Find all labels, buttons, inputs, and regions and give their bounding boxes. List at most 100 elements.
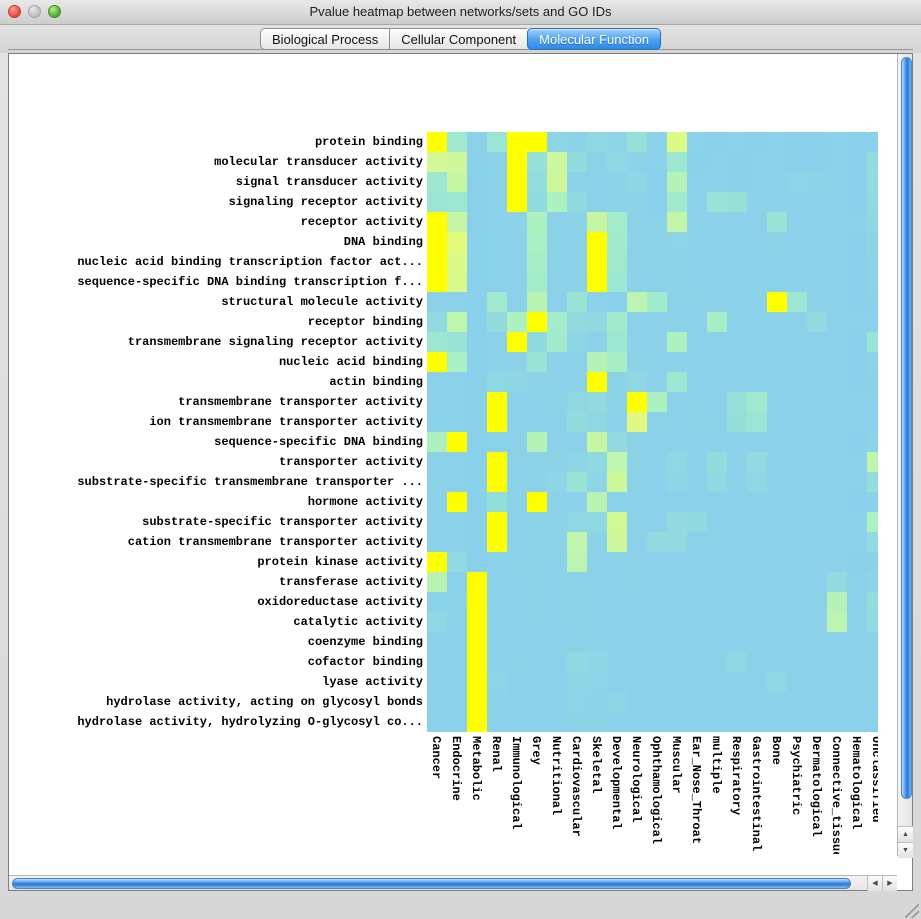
heatmap-cell[interactable] [467,572,487,592]
close-button[interactable] [8,5,21,18]
heatmap-cell[interactable] [467,472,487,492]
heatmap-cell[interactable] [687,172,707,192]
heatmap-cell[interactable] [867,432,878,452]
heatmap-cell[interactable] [707,672,727,692]
heatmap-cell[interactable] [667,532,687,552]
heatmap-cell[interactable] [727,612,747,632]
heatmap-cell[interactable] [467,132,487,152]
heatmap-cell[interactable] [767,532,787,552]
heatmap-cell[interactable] [867,712,878,732]
horizontal-scrollbar-thumb[interactable] [12,878,851,889]
heatmap-cell[interactable] [507,172,527,192]
heatmap-cell[interactable] [587,412,607,432]
heatmap-cell[interactable] [487,452,507,472]
heatmap-cell[interactable] [807,472,827,492]
heatmap-cell[interactable] [547,352,567,372]
heatmap-cell[interactable] [847,272,867,292]
heatmap-cell[interactable] [587,292,607,312]
heatmap-cell[interactable] [707,592,727,612]
heatmap-cell[interactable] [707,372,727,392]
heatmap-cell[interactable] [427,472,447,492]
heatmap-cell[interactable] [427,292,447,312]
heatmap-cell[interactable] [787,412,807,432]
heatmap-cell[interactable] [807,172,827,192]
heatmap-cell[interactable] [687,452,707,472]
heatmap-cell[interactable] [747,612,767,632]
heatmap-cell[interactable] [647,592,667,612]
heatmap-cell[interactable] [487,712,507,732]
heatmap-cell[interactable] [447,552,467,572]
heatmap-cell[interactable] [707,272,727,292]
heatmap-cell[interactable] [707,292,727,312]
heatmap-cell[interactable] [747,352,767,372]
heatmap-cell[interactable] [867,212,878,232]
heatmap-cell[interactable] [667,252,687,272]
heatmap-cell[interactable] [707,572,727,592]
heatmap-cell[interactable] [567,532,587,552]
heatmap-cell[interactable] [427,132,447,152]
heatmap-cell[interactable] [807,332,827,352]
heatmap-cell[interactable] [527,592,547,612]
heatmap-cell[interactable] [847,352,867,372]
heatmap-cell[interactable] [767,572,787,592]
heatmap-cell[interactable] [447,192,467,212]
heatmap-cell[interactable] [707,492,727,512]
heatmap-cell[interactable] [627,572,647,592]
heatmap-cell[interactable] [707,332,727,352]
heatmap-cell[interactable] [847,292,867,312]
heatmap-cell[interactable] [507,192,527,212]
heatmap-cell[interactable] [587,312,607,332]
heatmap-cell[interactable] [567,252,587,272]
heatmap-cell[interactable] [707,452,727,472]
heatmap-cell[interactable] [667,432,687,452]
heatmap-cell[interactable] [607,612,627,632]
heatmap-cell[interactable] [487,152,507,172]
heatmap-cell[interactable] [807,712,827,732]
heatmap-cell[interactable] [427,252,447,272]
heatmap-cell[interactable] [747,392,767,412]
heatmap-cell[interactable] [507,412,527,432]
heatmap-cell[interactable] [647,312,667,332]
heatmap-cell[interactable] [487,292,507,312]
heatmap-cell[interactable] [507,212,527,232]
heatmap-cell[interactable] [867,332,878,352]
heatmap-cell[interactable] [567,612,587,632]
heatmap-cell[interactable] [707,212,727,232]
heatmap-cell[interactable] [627,712,647,732]
heatmap-cell[interactable] [647,432,667,452]
heatmap-cell[interactable] [647,232,667,252]
heatmap-cell[interactable] [547,312,567,332]
heatmap-cell[interactable] [727,252,747,272]
heatmap-cell[interactable] [447,712,467,732]
heatmap-cell[interactable] [847,312,867,332]
heatmap-cell[interactable] [867,592,878,612]
heatmap-cell[interactable] [587,172,607,192]
heatmap-cell[interactable] [467,332,487,352]
heatmap-cell[interactable] [547,652,567,672]
heatmap-cell[interactable] [587,232,607,252]
heatmap-cell[interactable] [567,312,587,332]
heatmap-cell[interactable] [747,432,767,452]
heatmap-cell[interactable] [827,472,847,492]
heatmap-cell[interactable] [607,412,627,432]
heatmap-cell[interactable] [787,532,807,552]
heatmap-cell[interactable] [467,212,487,232]
heatmap-grid[interactable] [427,132,878,732]
heatmap-cell[interactable] [687,332,707,352]
heatmap-cell[interactable] [727,472,747,492]
heatmap-cell[interactable] [767,272,787,292]
heatmap-cell[interactable] [527,572,547,592]
heatmap-cell[interactable] [867,672,878,692]
heatmap-cell[interactable] [507,252,527,272]
heatmap-cell[interactable] [467,632,487,652]
heatmap-cell[interactable] [607,652,627,672]
heatmap-cell[interactable] [467,412,487,432]
heatmap-cell[interactable] [667,492,687,512]
heatmap-cell[interactable] [687,672,707,692]
heatmap-cell[interactable] [707,512,727,532]
tab-cellular-component[interactable]: Cellular Component [389,28,528,50]
heatmap-cell[interactable] [767,352,787,372]
heatmap-cell[interactable] [767,712,787,732]
heatmap-cell[interactable] [707,232,727,252]
heatmap-cell[interactable] [447,472,467,492]
